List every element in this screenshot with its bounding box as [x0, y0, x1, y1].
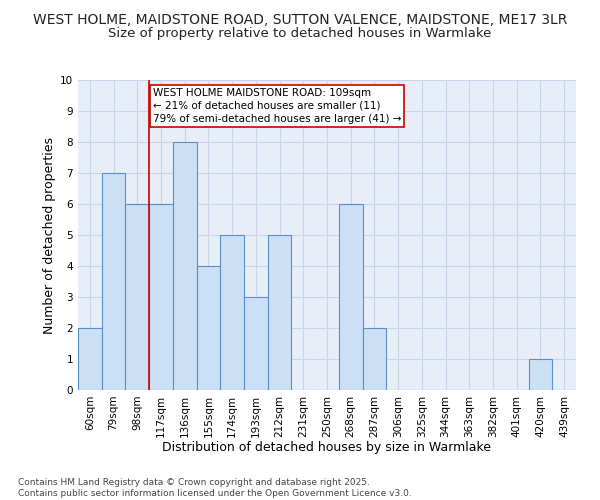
- Text: Size of property relative to detached houses in Warmlake: Size of property relative to detached ho…: [109, 28, 491, 40]
- Bar: [268, 235, 292, 390]
- Y-axis label: Number of detached properties: Number of detached properties: [43, 136, 56, 334]
- Text: Contains HM Land Registry data © Crown copyright and database right 2025.
Contai: Contains HM Land Registry data © Crown c…: [18, 478, 412, 498]
- X-axis label: Distribution of detached houses by size in Warmlake: Distribution of detached houses by size …: [163, 441, 491, 454]
- Bar: [529, 359, 552, 390]
- Bar: [339, 204, 362, 390]
- Bar: [244, 297, 268, 390]
- Text: WEST HOLME, MAIDSTONE ROAD, SUTTON VALENCE, MAIDSTONE, ME17 3LR: WEST HOLME, MAIDSTONE ROAD, SUTTON VALEN…: [33, 12, 567, 26]
- Bar: [173, 142, 197, 390]
- Bar: [220, 235, 244, 390]
- Bar: [102, 173, 125, 390]
- Bar: [197, 266, 220, 390]
- Bar: [78, 328, 102, 390]
- Bar: [149, 204, 173, 390]
- Text: WEST HOLME MAIDSTONE ROAD: 109sqm
← 21% of detached houses are smaller (11)
79% : WEST HOLME MAIDSTONE ROAD: 109sqm ← 21% …: [152, 88, 401, 124]
- Bar: [125, 204, 149, 390]
- Bar: [362, 328, 386, 390]
